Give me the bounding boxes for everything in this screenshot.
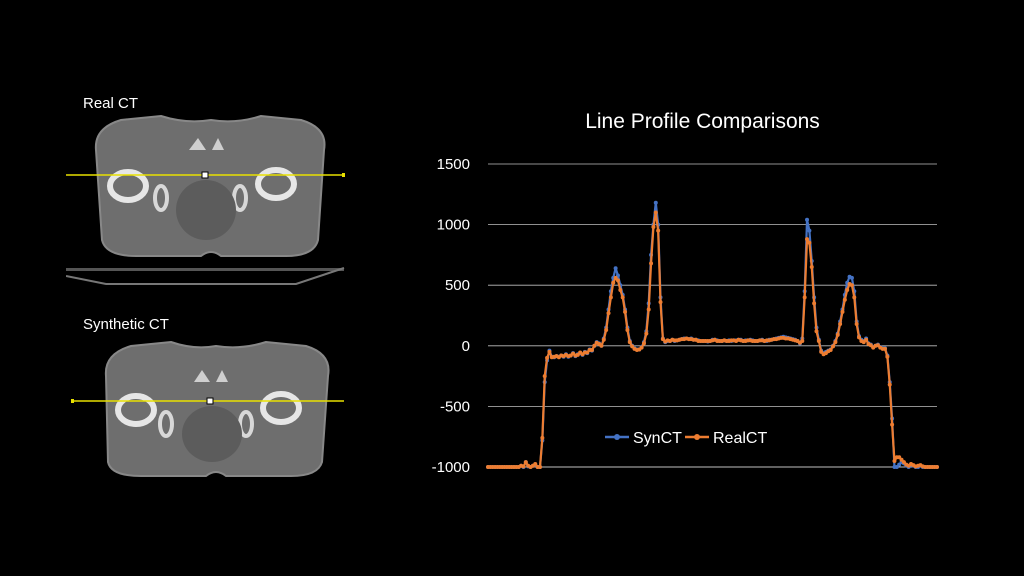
data-point-synct (805, 217, 810, 222)
y-tick-label: -1000 (432, 459, 470, 476)
grid-layer (488, 163, 937, 468)
data-point-realct (547, 349, 552, 354)
data-point-realct (639, 345, 644, 350)
data-point-synct (807, 228, 812, 233)
series-line-synct (488, 201, 937, 469)
data-point-realct (523, 460, 528, 465)
data-point-realct (618, 288, 623, 293)
y-tick-label: 0 (462, 338, 470, 355)
data-point-realct (857, 335, 862, 340)
data-point-realct (521, 464, 526, 469)
data-point-realct (840, 309, 845, 314)
data-point-realct (854, 321, 859, 326)
y-tick-label: -500 (440, 398, 470, 415)
data-point-realct (885, 354, 890, 359)
data-point-realct (812, 301, 817, 306)
line-profile-chart: 1500 1000 500 0 -500 -1000 SynCT RealCT (432, 156, 939, 476)
data-point-realct (800, 338, 805, 343)
legend: SynCT RealCT (605, 430, 767, 447)
data-point-realct (833, 340, 838, 345)
data-point-realct (828, 348, 833, 353)
data-point-synct (613, 266, 618, 271)
data-point-realct (656, 228, 661, 233)
data-point-synct (849, 275, 854, 280)
data-point-realct (814, 329, 819, 334)
data-point-realct (540, 435, 545, 440)
data-point-realct (849, 283, 854, 288)
data-point-realct (816, 338, 821, 343)
data-point-realct (838, 321, 843, 326)
data-point-realct (599, 343, 604, 348)
data-point-realct (890, 422, 895, 427)
real-ct-label: Real CT (83, 95, 139, 112)
data-point-realct (935, 465, 939, 469)
legend-real-marker (694, 434, 700, 440)
data-point-realct (887, 382, 892, 387)
data-point-synct (653, 200, 658, 205)
y-tick-label: 1000 (437, 217, 470, 234)
data-point-realct (864, 337, 869, 342)
series-synct (486, 200, 939, 469)
series-layer (486, 200, 939, 469)
data-point-realct (883, 346, 888, 351)
data-point-realct (842, 297, 847, 302)
real-ct-image (66, 114, 345, 285)
y-tick-labels: 1500 1000 500 0 -500 -1000 (432, 156, 470, 476)
synthetic-ct-image (71, 340, 344, 477)
data-point-realct (592, 343, 597, 348)
data-point-realct (623, 309, 628, 314)
y-tick-label: 500 (445, 277, 470, 294)
data-point-realct (620, 295, 625, 300)
data-point-realct (835, 332, 840, 337)
data-point-realct (589, 348, 594, 353)
data-point-realct (644, 331, 649, 336)
legend-real-label: RealCT (713, 430, 767, 447)
data-point-realct (537, 465, 542, 469)
data-point-realct (651, 225, 656, 230)
legend-syn-label: SynCT (633, 430, 682, 447)
data-point-realct (641, 341, 646, 346)
data-point-realct (807, 240, 812, 245)
data-point-realct (805, 237, 810, 242)
data-point-realct (845, 288, 850, 293)
data-point-realct (646, 307, 651, 312)
data-point-realct (606, 311, 611, 316)
data-point-realct (802, 295, 807, 300)
data-point-realct (545, 355, 550, 360)
data-point-realct (627, 340, 632, 345)
data-point-realct (611, 280, 616, 285)
data-point-realct (653, 210, 658, 215)
synthetic-ct-label: Synthetic CT (83, 316, 169, 333)
y-tick-label: 1500 (437, 156, 470, 173)
data-point-realct (649, 261, 654, 266)
data-point-realct (542, 374, 547, 379)
data-point-realct (608, 295, 613, 300)
data-point-realct (831, 344, 836, 349)
data-point-realct (625, 328, 630, 333)
data-point-realct (533, 461, 538, 466)
data-point-realct (658, 300, 663, 305)
data-point-realct (809, 265, 814, 270)
data-point-realct (615, 278, 620, 283)
data-point-realct (852, 295, 857, 300)
legend-syn-marker (614, 434, 620, 440)
data-point-realct (601, 337, 606, 342)
chart-title: Line Profile Comparisons (585, 110, 820, 133)
data-point-realct (604, 328, 609, 333)
data-point-realct (892, 458, 897, 463)
series-realct (486, 210, 939, 469)
